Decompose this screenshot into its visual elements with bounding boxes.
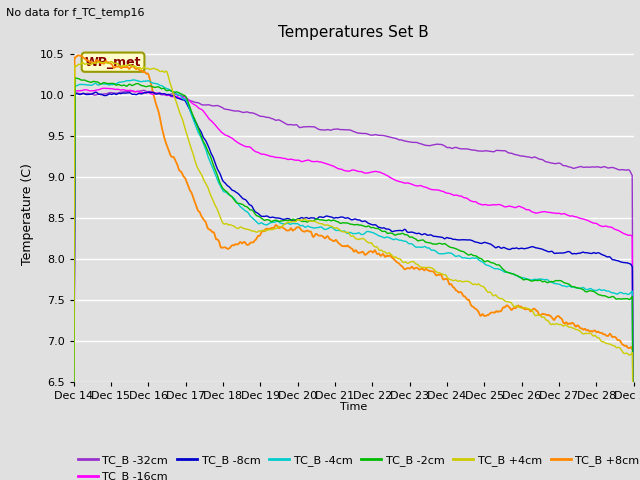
Title: Temperatures Set B: Temperatures Set B [278,25,429,40]
Y-axis label: Temperature (C): Temperature (C) [21,163,35,264]
Text: WP_met: WP_met [85,56,141,69]
X-axis label: Time: Time [340,402,367,412]
Legend: TC_B -32cm, TC_B -16cm, TC_B -8cm, TC_B -4cm, TC_B -2cm, TC_B +4cm, TC_B +8cm: TC_B -32cm, TC_B -16cm, TC_B -8cm, TC_B … [74,451,640,480]
Text: No data for f_TC_temp16: No data for f_TC_temp16 [6,7,145,18]
